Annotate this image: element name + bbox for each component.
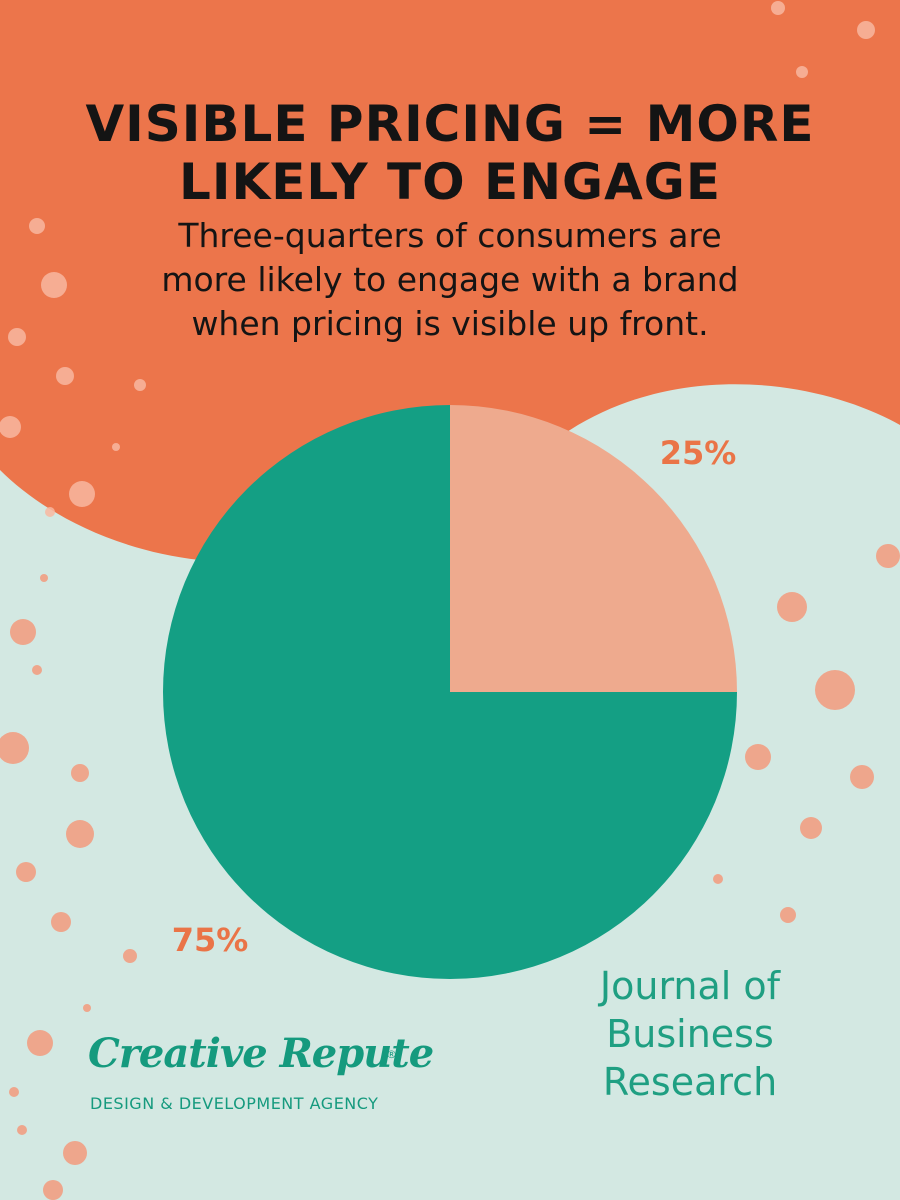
page-title: VISIBLE PRICING = MORE LIKELY TO ENGAGE — [0, 95, 900, 211]
light-dots — [0, 1, 875, 517]
logo-tagline: DESIGN & DEVELOPMENT AGENCY — [90, 1094, 379, 1113]
pie-label-75: 75% — [172, 921, 249, 959]
page-subtitle: Three-quarters of consumers are more lik… — [0, 214, 900, 346]
title-line-1: VISIBLE PRICING = MORE — [85, 95, 815, 153]
orange-wave-shape — [0, 0, 900, 562]
title-line-2: LIKELY TO ENGAGE — [178, 153, 721, 211]
source-line-1: Journal of — [599, 964, 781, 1008]
pie-slice-25 — [450, 405, 737, 692]
subtitle-line-2: more likely to engage with a brand — [161, 260, 739, 299]
source-line-2: Business — [606, 1012, 774, 1056]
salmon-dots — [0, 544, 900, 1200]
subtitle-line-3: when pricing is visible up front. — [191, 304, 709, 343]
source-citation: Journal of Business Research — [560, 962, 820, 1106]
source-line-3: Research — [602, 1060, 778, 1104]
subtitle-line-1: Three-quarters of consumers are — [178, 216, 722, 255]
pie-slice-75 — [163, 405, 737, 979]
logo-registered-mark: ® — [386, 1048, 397, 1061]
logo-wordmark: Creative Repute — [88, 1030, 434, 1077]
pie-label-25: 25% — [660, 434, 737, 472]
